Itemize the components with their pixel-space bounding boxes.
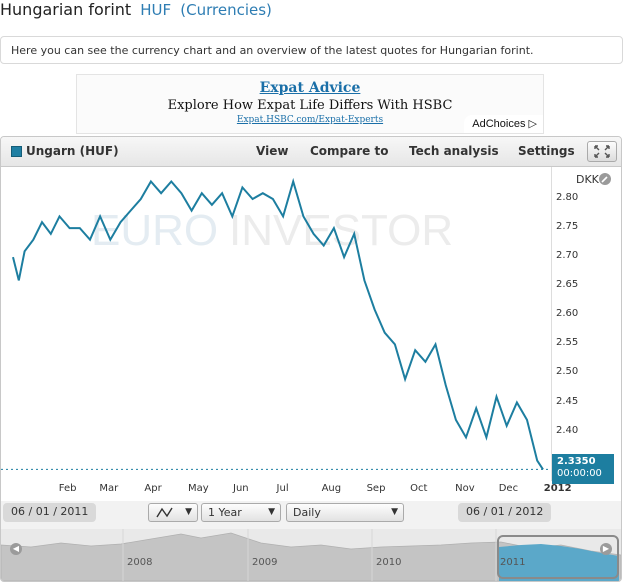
x-tick-label: Oct [410, 483, 428, 494]
fullscreen-button[interactable] [587, 141, 617, 162]
period-value: 1 Year [208, 506, 242, 519]
unit-label: DKK [576, 173, 599, 186]
chevron-down-icon: ▼ [268, 507, 275, 517]
last-price-box: 2.3350 00:00:00 [552, 454, 614, 485]
price-chart: EURO INVESTOR [1, 177, 551, 470]
y-tick-label: 2.50 [556, 366, 579, 378]
adchoices-button[interactable]: AdChoices ▷ [464, 115, 543, 133]
x-tick-label: Nov [455, 483, 475, 494]
x-axis: Feb Mar Apr May Jun Jul Aug Sep Oct Nov Dec 2012 [1, 481, 572, 501]
range-controls: 06 / 01 / 2011 ▼ 1 Year ▼ Daily ▼ 06 / 0… [1, 501, 621, 529]
navigator-selected-area [499, 544, 619, 581]
y-tick-label: 2.75 [556, 221, 579, 233]
end-date-field[interactable]: 06 / 01 / 2012 [458, 503, 552, 522]
navigator-year: 2011 [500, 557, 526, 568]
period-select[interactable]: 1 Year ▼ [201, 503, 281, 522]
start-date-field[interactable]: 06 / 01 / 2011 [3, 503, 97, 522]
intro-text: Here you can see the currency chart and … [11, 44, 534, 57]
series-color-icon [11, 146, 22, 157]
navigator-chart [1, 529, 621, 581]
x-tick-label: 2012 [543, 483, 572, 494]
ad-text: Explore How Expat Life Differs With HSBC [167, 98, 453, 113]
navigator-year: 2008 [127, 557, 153, 568]
time-navigator[interactable]: 2008 2009 2010 2011 ◀ ▶ [1, 529, 621, 581]
category-link[interactable]: (Currencies) [180, 1, 272, 19]
page-title: Hungarian forint HUF (Currencies) [0, 0, 272, 22]
navigator-year: 2009 [252, 557, 278, 568]
series-line [12, 177, 544, 470]
chevron-down-icon: ▼ [185, 507, 192, 517]
y-tick-label: 2.60 [556, 308, 579, 320]
scroll-left-icon[interactable]: ◀ [10, 543, 22, 555]
chart-toolbar: Ungarn (HUF) View Compare to Tech analys… [1, 137, 621, 167]
y-tick-label: 2.40 [556, 424, 579, 436]
intro-box: Here you can see the currency chart and … [0, 36, 623, 64]
x-tick-label: Dec [498, 483, 519, 494]
currency-title: Hungarian forint [0, 0, 132, 19]
interval-value: Daily [293, 506, 321, 519]
watermark-euro: EURO [91, 206, 218, 255]
adchoices-icon: ▷ [528, 118, 537, 130]
wrench-icon[interactable] [598, 172, 612, 186]
navigator-year: 2010 [376, 557, 402, 568]
navigator-range-handle[interactable] [497, 535, 619, 579]
scroll-right-icon[interactable]: ▶ [600, 543, 612, 555]
x-tick-label: Jul [276, 483, 289, 494]
last-price-value: 2.3350 [557, 456, 596, 468]
menu-tech-analysis[interactable]: Tech analysis [409, 144, 499, 158]
line-chart-icon [156, 507, 173, 518]
chart-type-select[interactable]: ▼ [148, 503, 198, 522]
menu-view[interactable]: View [256, 144, 289, 158]
y-tick-label: 2.80 [556, 191, 579, 203]
x-tick-label: Mar [99, 483, 119, 494]
interval-select[interactable]: Daily ▼ [286, 503, 404, 522]
x-tick-label: Jun [233, 483, 249, 494]
menu-settings[interactable]: Settings [518, 144, 575, 158]
ad-banner[interactable]: Expat Advice Explore How Expat Life Diff… [76, 74, 544, 134]
menu-compare-to[interactable]: Compare to [310, 144, 389, 158]
x-tick-label: Aug [321, 483, 342, 494]
ad-title-link[interactable]: Expat Advice [259, 80, 361, 96]
currency-code-link[interactable]: HUF [140, 1, 172, 19]
x-tick-label: Sep [366, 483, 386, 494]
y-tick-label: 2.55 [556, 337, 579, 349]
plot-area[interactable]: EURO INVESTOR [1, 167, 551, 481]
ad-url-link[interactable]: Expat.HSBC.com/Expat-Experts [236, 115, 384, 125]
chevron-down-icon: ▼ [391, 507, 398, 517]
last-price-time: 00:00:00 [557, 468, 602, 480]
chart-widget: Ungarn (HUF) View Compare to Tech analys… [0, 136, 622, 582]
x-tick-label: Apr [144, 483, 162, 494]
y-tick-label: 2.70 [556, 250, 579, 262]
x-tick-label: Feb [58, 483, 77, 494]
x-tick-label: May [187, 483, 209, 494]
series-name: Ungarn (HUF) [26, 144, 119, 158]
expand-icon [594, 145, 610, 158]
y-axis: DKK 2.80 2.75 2.70 2.65 2.60 2.55 2.50 2.45 2.40… [551, 167, 621, 485]
y-tick-label: 2.65 [556, 279, 579, 291]
y-tick-label: 2.45 [556, 395, 579, 407]
adchoices-label: AdChoices [472, 118, 526, 130]
